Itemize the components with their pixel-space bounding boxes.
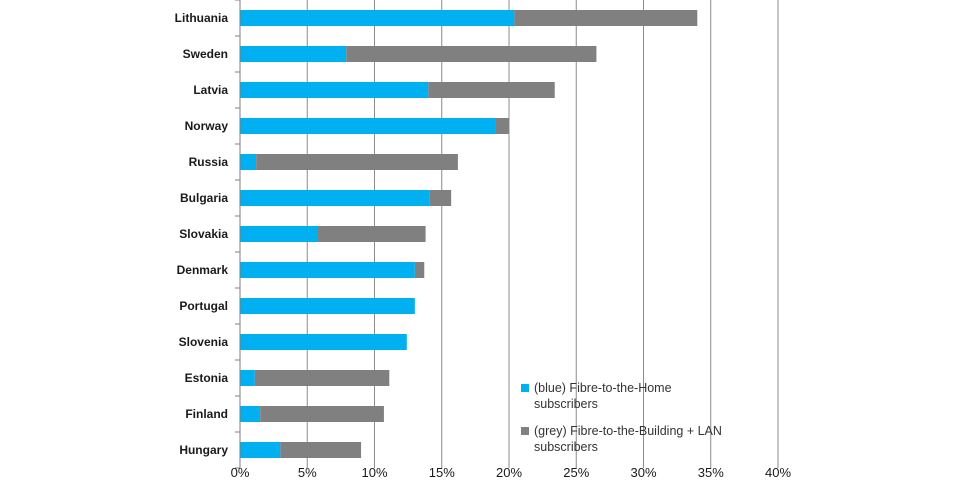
legend: (blue) Fibre-to-the-Home subscribers (grey… (521, 381, 722, 454)
bar-slovakia-series-2 (318, 226, 426, 242)
bar-hungary-series-2 (280, 442, 362, 458)
category-label-lithuania: Lithuania (175, 11, 229, 25)
bar-latvia-series-1 (240, 82, 429, 98)
legend-label-1-line-2: subscribers (534, 397, 598, 411)
bar-lithuania-series-1 (240, 10, 515, 26)
bar-finland-series-1 (240, 406, 261, 422)
bar-lithuania-series-2 (514, 10, 698, 26)
category-labels: Lithuania Sweden Latvia Norway Russia Bulgari… (175, 11, 229, 457)
category-label-denmark: Denmark (177, 263, 229, 277)
bar-latvia-series-2 (428, 82, 555, 98)
x-tick-label-0: 0% (231, 465, 250, 480)
x-tick-label-15: 15% (429, 465, 455, 480)
bar-slovenia-series-1 (240, 334, 407, 350)
bar-estonia-series-2 (254, 370, 390, 386)
x-tick-label-10: 10% (361, 465, 387, 480)
bar-russia-series-1 (240, 154, 257, 170)
bar-norway-series-1 (240, 118, 496, 134)
x-tick-label-20: 20% (496, 465, 522, 480)
category-label-portugal: Portugal (179, 299, 228, 313)
bar-sweden-series-2 (346, 46, 597, 62)
bar-bulgaria-series-2 (429, 190, 452, 206)
x-tick-label-5: 5% (298, 465, 317, 480)
category-label-russia: Russia (189, 155, 229, 169)
x-tick-label-35: 35% (698, 465, 724, 480)
bar-portugal-series-1 (240, 298, 415, 314)
x-tick-label-40: 40% (765, 465, 791, 480)
legend-label-2-line-2: subscribers (534, 440, 598, 454)
category-label-latvia: Latvia (193, 83, 228, 97)
bar-sweden-series-1 (240, 46, 347, 62)
category-label-bulgaria: Bulgaria (180, 191, 228, 205)
bar-hungary-series-1 (240, 442, 281, 458)
category-label-estonia: Estonia (185, 371, 229, 385)
bar-finland-series-2 (260, 406, 384, 422)
bar-group (240, 10, 698, 458)
category-tick-marks (235, 0, 240, 469)
category-label-slovenia: Slovenia (179, 335, 229, 349)
category-label-sweden: Sweden (183, 47, 228, 61)
x-tick-labels: 0% 5% 10% 15% 20% 25% 30% 35% 40% (231, 465, 792, 480)
legend-swatch-1 (521, 384, 529, 392)
x-tick-label-25: 25% (563, 465, 589, 480)
bar-estonia-series-1 (240, 370, 255, 386)
legend-label-1-line-1: (blue) Fibre-to-the-Home (534, 381, 672, 395)
gridlines (306, 0, 779, 468)
bar-norway-series-2 (495, 118, 509, 134)
x-tick-label-30: 30% (630, 465, 656, 480)
legend-label-2-line-1: (grey) Fibre-to-the-Building + LAN (534, 424, 722, 438)
category-label-finland: Finland (185, 407, 228, 421)
category-label-norway: Norway (185, 119, 229, 133)
bar-slovakia-series-1 (240, 226, 319, 242)
category-label-hungary: Hungary (179, 443, 228, 457)
bar-russia-series-2 (256, 154, 458, 170)
category-label-slovakia: Slovakia (179, 227, 228, 241)
bar-denmark-series-2 (414, 262, 425, 278)
legend-swatch-2 (521, 427, 529, 435)
bar-denmark-series-1 (240, 262, 415, 278)
bar-bulgaria-series-1 (240, 190, 430, 206)
